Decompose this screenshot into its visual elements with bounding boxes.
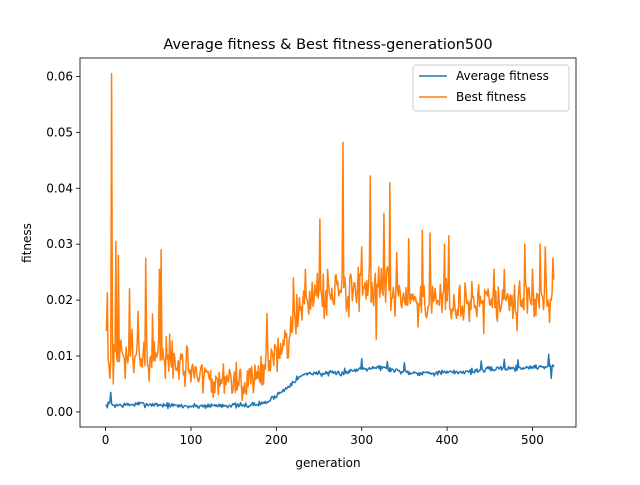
plot-frame — [79, 57, 577, 428]
x-axis-label: generation — [295, 456, 360, 470]
x-tick-label: 300 — [350, 433, 373, 447]
series-line-best-fitness — [105, 72, 555, 402]
y-tick-label: 0.00 — [46, 405, 73, 419]
y-tick-label: 0.05 — [46, 125, 73, 139]
y-tick-label: 0.01 — [46, 349, 73, 363]
chart-title: Average fitness & Best fitness-generatio… — [163, 37, 492, 53]
series-line-average-fitness — [105, 353, 555, 410]
x-tick-label: 500 — [521, 433, 544, 447]
x-tick-label: 200 — [265, 433, 288, 447]
legend: Average fitness Best fitness — [412, 64, 570, 112]
plot-area: 0 100 200 300 400 500 0.00 0.01 0.02 0.03 0.04 0.05… — [46, 57, 577, 447]
legend-box — [412, 64, 570, 112]
x-tick-label: 100 — [180, 433, 203, 447]
x-tick-label: 400 — [436, 433, 459, 447]
y-tick-label: 0.06 — [46, 69, 73, 83]
y-tick-label: 0.02 — [46, 293, 73, 307]
x-tick-label: 0 — [102, 433, 110, 447]
y-axis-label: fitness — [20, 223, 34, 263]
y-tick-label: 0.04 — [46, 181, 73, 195]
y-tick-label: 0.03 — [46, 237, 73, 251]
legend-entry: Average fitness — [456, 69, 549, 83]
legend-entry: Best fitness — [456, 90, 526, 104]
